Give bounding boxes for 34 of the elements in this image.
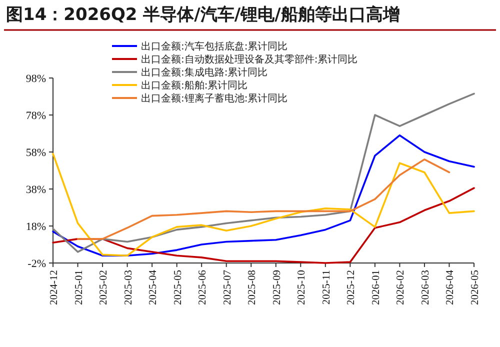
y-tick-label: 18% <box>26 220 46 233</box>
x-tick-label: 2026-03 <box>420 270 432 305</box>
y-tick-label: 58% <box>26 146 46 159</box>
x-tick-label: 2025-08 <box>247 270 258 305</box>
line-series <box>52 152 475 256</box>
x-tick-label: 2026-05 <box>470 270 481 305</box>
line-series <box>52 92 475 253</box>
x-tick-label: 2025-09 <box>272 270 283 305</box>
x-tick-label: 2025-10 <box>296 270 308 305</box>
line-series <box>76 158 450 240</box>
legend-label: 出口金额:集成电路:累计同比 <box>141 66 268 78</box>
legend-label: 出口金额:自动数据处理设备及其零部件:累计同比 <box>141 54 358 66</box>
x-tick-label: 2025-04 <box>148 269 160 305</box>
legend-label: 出口金额:锂离子蓄电池:累计同比 <box>141 92 288 104</box>
x-tick-label: 2025-02 <box>98 270 110 305</box>
y-tick-label: 78% <box>26 110 46 122</box>
x-tick-label: 2025-03 <box>123 270 134 305</box>
x-tick-label: 2026-01 <box>370 270 382 305</box>
y-tick-label: 98% <box>26 72 46 85</box>
chart-title: 图14：2026Q2 半导体/汽车/锂电/船舶等出口高增 <box>6 5 400 25</box>
x-tick-label: 2025-01 <box>74 270 85 305</box>
x-tick-label: 2025-11 <box>321 270 332 305</box>
line-series <box>52 134 475 256</box>
y-tick-label: -2% <box>28 258 46 270</box>
x-tick-label: 2025-05 <box>172 270 184 305</box>
x-tick-label: 2025-07 <box>222 270 234 305</box>
legend-label: 出口金额:船舶:累计同比 <box>141 80 248 92</box>
x-tick-label: 2024-12 <box>49 270 60 305</box>
y-tick-label: 38% <box>26 184 46 196</box>
legend-label: 出口金额:汽车包括底盘:累计同比 <box>141 40 288 52</box>
x-tick-label: 2025-06 <box>198 270 209 305</box>
x-tick-label: 2026-02 <box>396 270 407 305</box>
x-tick-label: 2025-12 <box>346 270 358 305</box>
x-tick-label: 2026-04 <box>445 269 456 305</box>
